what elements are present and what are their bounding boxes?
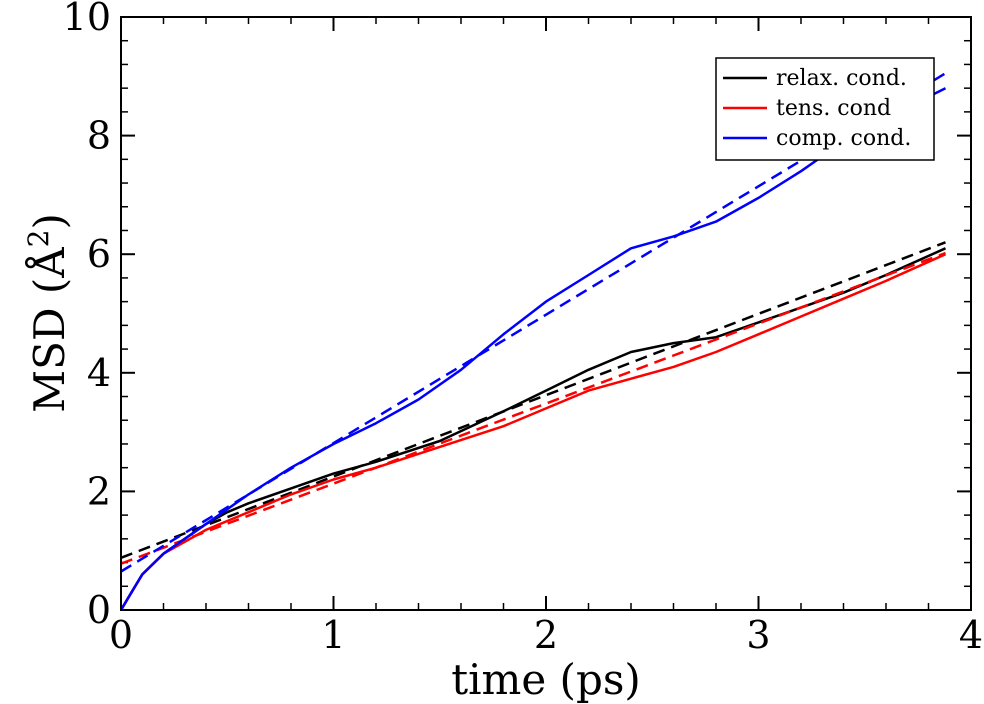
y-tick-label: 4 bbox=[87, 351, 111, 395]
x-tick-label: 2 bbox=[534, 613, 558, 657]
series-line-comp-cond bbox=[119, 87, 947, 611]
y-axis-title-close: ) bbox=[25, 213, 74, 229]
tick-labels: 0 1 2 3 4 0 2 4 6 8 10 bbox=[63, 0, 983, 657]
x-tick-label: 4 bbox=[959, 613, 983, 657]
legend-label: tens. cond bbox=[776, 96, 891, 121]
series-layer bbox=[119, 72, 947, 611]
y-tick-label: 6 bbox=[87, 232, 111, 276]
legend-entries: relax. cond. tens. cond comp. cond. bbox=[723, 66, 911, 151]
series-line-relax-cond-fit bbox=[120, 241, 946, 559]
x-tick-label: 0 bbox=[109, 613, 133, 657]
y-tick-label: 8 bbox=[87, 114, 111, 158]
y-axis-title-exp: 2 bbox=[22, 230, 55, 248]
minor-ticks bbox=[121, 17, 971, 610]
series-line-tens-cond-fit bbox=[120, 251, 946, 565]
series-line-relax-cond bbox=[119, 247, 947, 611]
y-axis-title-main: MSD ( bbox=[25, 278, 74, 413]
series-line-tens-cond bbox=[119, 253, 947, 611]
x-tick-label: 3 bbox=[746, 613, 770, 657]
y-tick-label: 10 bbox=[63, 0, 111, 39]
legend-label: comp. cond. bbox=[776, 126, 911, 151]
y-axis-title: MSD (Å2) bbox=[22, 213, 74, 413]
y-axis-title-unit: Å bbox=[24, 247, 74, 279]
legend-label: relax. cond. bbox=[776, 66, 907, 91]
x-axis-title: time (ps) bbox=[451, 655, 641, 704]
y-tick-label: 0 bbox=[87, 588, 111, 632]
x-tick-label: 1 bbox=[321, 613, 345, 657]
legend: relax. cond. tens. cond comp. cond. bbox=[715, 57, 935, 161]
y-tick-label: 2 bbox=[87, 469, 111, 513]
plot-frame bbox=[120, 16, 972, 611]
